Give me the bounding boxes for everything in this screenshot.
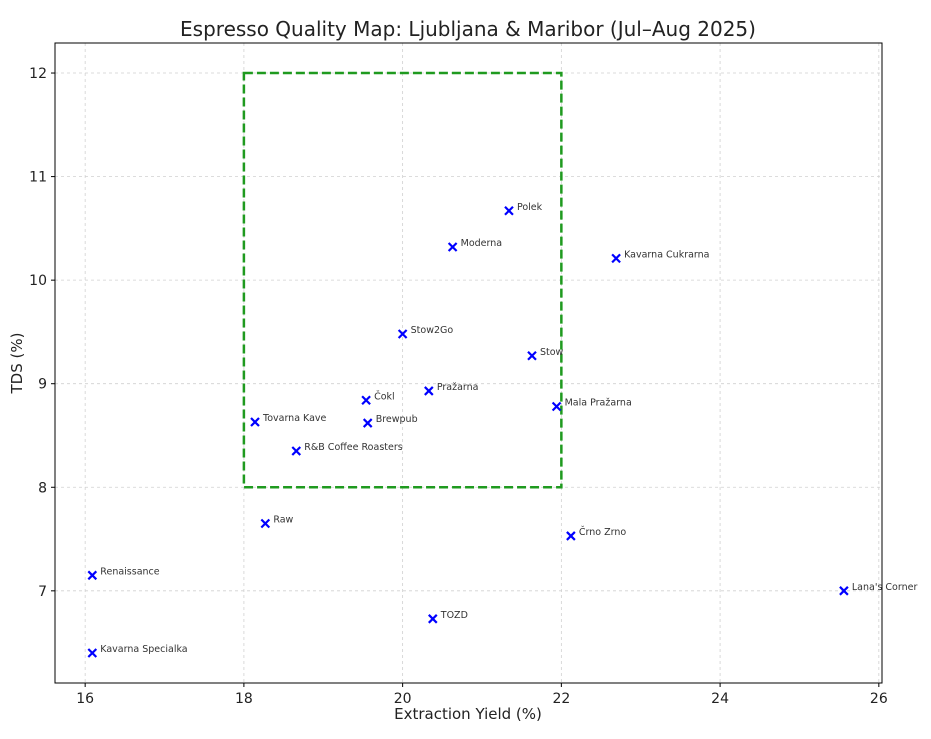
point-label: Stow — [540, 347, 564, 358]
x-tick-label: 22 — [552, 691, 570, 707]
point-label: R&B Coffee Roasters — [304, 442, 402, 453]
data-point: Moderna — [447, 238, 502, 252]
data-point: Brewpub — [362, 414, 418, 428]
data-point: Stow — [527, 347, 564, 361]
x-tick-label: 18 — [235, 691, 253, 707]
x-marker — [504, 205, 514, 216]
plot-frame — [54, 42, 883, 684]
point-label: Kavarna Cukrarna — [624, 249, 709, 260]
y-axis-label: TDS (%) — [8, 333, 26, 395]
x-marker — [260, 518, 271, 529]
y-tick-label: 7 — [38, 584, 47, 600]
x-marker — [362, 418, 373, 428]
data-point: Kavarna Cukrarna — [611, 249, 710, 264]
x-marker — [361, 395, 371, 406]
point-label: Raw — [273, 515, 293, 526]
x-marker — [839, 586, 849, 596]
y-tick-label: 9 — [38, 377, 47, 393]
y-tick-label: 10 — [29, 273, 47, 289]
x-marker — [87, 570, 98, 581]
target-box — [242, 71, 563, 489]
x-axis-label: Extraction Yield (%) — [394, 705, 542, 723]
x-marker — [566, 531, 576, 541]
point-label: Mala Pražarna — [565, 397, 632, 408]
data-point: Lana's Corner — [839, 582, 918, 596]
point-label: Tovarna Kave — [262, 413, 327, 424]
x-tick-label: 26 — [870, 691, 888, 707]
y-tick-label: 11 — [29, 170, 47, 186]
point-label: Stow2Go — [411, 325, 454, 336]
x-marker — [291, 446, 302, 456]
data-point: Pražarna — [424, 382, 479, 396]
x-marker — [447, 242, 458, 252]
x-marker — [428, 614, 438, 624]
data-point: Čokl — [361, 390, 395, 406]
x-marker — [87, 648, 98, 658]
data-point: Raw — [260, 515, 294, 529]
x-marker — [611, 253, 621, 264]
x-marker — [397, 329, 408, 339]
x-tick-label: 16 — [76, 691, 94, 707]
y-tick-label: 12 — [29, 66, 47, 82]
point-label: Lana's Corner — [852, 582, 918, 593]
x-marker — [527, 350, 537, 361]
data-point: Črno Zrno — [566, 526, 626, 541]
x-tick-label: 20 — [394, 691, 412, 707]
chart-title: Espresso Quality Map: Ljubljana & Maribo… — [180, 17, 756, 41]
grid — [55, 43, 882, 683]
data-point: Kavarna Specialka — [87, 644, 188, 658]
x-marker — [424, 386, 434, 396]
point-label: Čokl — [374, 390, 395, 402]
ticks: 16 18 20 22 24 26 7 8 9 10 11 12 — [29, 66, 888, 707]
y-tick-label: 8 — [38, 480, 47, 496]
x-marker — [250, 417, 260, 427]
point-label: Brewpub — [376, 414, 418, 425]
point-label: Kavarna Specialka — [100, 644, 187, 655]
point-label: Pražarna — [437, 382, 479, 393]
data-point: R&B Coffee Roasters — [291, 442, 403, 456]
data-point: Polek — [504, 202, 543, 216]
point-label: Črno Zrno — [579, 526, 626, 538]
data-point: Mala Pražarna — [551, 397, 632, 412]
point-label: TOZD — [440, 610, 468, 621]
data-point: Tovarna Kave — [250, 413, 327, 427]
x-tick-label: 24 — [711, 691, 729, 707]
data-point: Stow2Go — [397, 325, 454, 339]
point-label: Moderna — [461, 238, 502, 249]
x-marker — [551, 401, 562, 412]
data-point: TOZD — [428, 610, 468, 624]
points: Polek Moderna Kavarna Cukrarna Stow2Go Stow P… — [87, 202, 918, 658]
point-label: Renaissance — [100, 566, 159, 577]
data-point: Renaissance — [87, 566, 160, 581]
point-label: Polek — [517, 202, 543, 213]
